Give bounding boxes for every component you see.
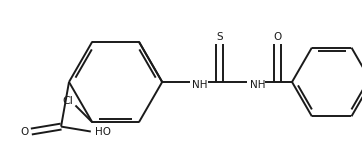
Text: NH: NH [250,80,265,90]
Text: HO: HO [95,127,111,137]
Text: S: S [216,32,223,42]
Text: O: O [20,127,28,137]
Text: NH: NH [192,80,207,90]
Text: Cl: Cl [62,96,73,106]
Text: O: O [273,32,281,42]
